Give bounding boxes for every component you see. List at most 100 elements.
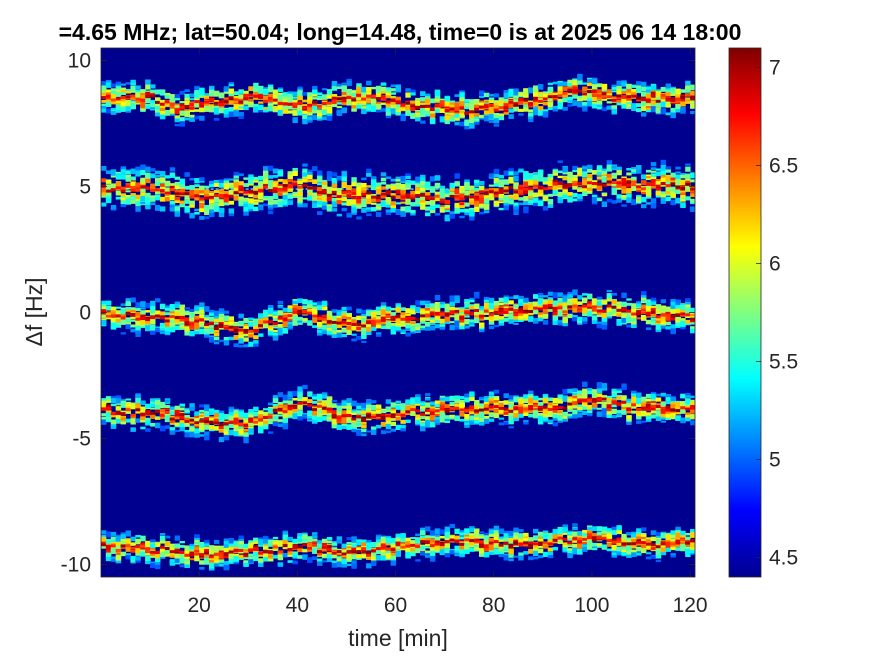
- heat-cell: [650, 308, 657, 312]
- heat-cell: [140, 310, 146, 316]
- heat-cell: [528, 116, 534, 123]
- heat-cell: [380, 302, 387, 306]
- heat-cell: [425, 310, 431, 315]
- trace-ridge: [523, 98, 529, 102]
- heat-cell: [253, 411, 259, 417]
- heat-cell: [670, 301, 676, 307]
- heat-cell: [346, 185, 352, 189]
- heat-cell: [596, 197, 603, 202]
- heat-cell: [321, 328, 328, 335]
- chart-title: =4.65 MHz; lat=50.04; long=14.48, time=0…: [59, 19, 742, 45]
- heat-cell: [297, 109, 303, 114]
- heat-cell: [371, 186, 377, 191]
- heat-cell: [528, 179, 534, 186]
- trace-ridge: [606, 180, 613, 184]
- heat-cell: [267, 165, 274, 171]
- heat-cell: [395, 303, 401, 306]
- heat-cell: [189, 403, 195, 409]
- heat-cell: [228, 111, 235, 117]
- heat-cell: [650, 162, 657, 167]
- heat-cell: [307, 303, 313, 310]
- trace-ridge: [135, 408, 141, 412]
- trace-ridge: [533, 96, 539, 100]
- heat-cell: [125, 307, 131, 312]
- trace-ridge: [164, 319, 171, 323]
- heat-cell: [125, 418, 131, 421]
- heat-cell: [587, 78, 593, 83]
- heat-cell: [660, 191, 667, 195]
- heat-cell: [258, 175, 264, 181]
- heat-cell: [670, 177, 676, 181]
- heat-cell: [444, 310, 451, 313]
- heat-cell: [498, 174, 505, 179]
- spectral-trace: [101, 159, 695, 222]
- heat-cell: [557, 106, 563, 110]
- heat-cell: [321, 190, 328, 195]
- trace-ridge: [557, 94, 563, 98]
- heat-cell: [341, 310, 347, 314]
- heat-cell: [650, 317, 657, 320]
- heat-cell: [120, 400, 127, 406]
- heat-cell: [655, 102, 662, 107]
- trace-ridge: [258, 324, 264, 328]
- trace-ridge: [263, 185, 269, 189]
- heat-cell: [199, 177, 205, 182]
- heat-cell: [140, 177, 146, 184]
- heat-cell: [267, 204, 274, 208]
- heat-cell: [317, 117, 323, 121]
- trace-ridge: [346, 96, 352, 100]
- heat-cell: [272, 332, 279, 339]
- heat-cell: [223, 336, 230, 341]
- heat-cell: [690, 173, 695, 179]
- heat-cell: [263, 166, 269, 172]
- heat-cell: [483, 99, 490, 102]
- heat-cell: [375, 324, 382, 329]
- heat-cell: [267, 210, 274, 215]
- heat-cell: [675, 198, 681, 202]
- trace-ridge: [429, 108, 436, 112]
- trace-ridge: [258, 418, 264, 422]
- trace-ridge: [321, 101, 328, 105]
- heat-cell: [101, 195, 107, 198]
- heat-cell: [660, 192, 667, 198]
- heat-cell: [140, 307, 146, 310]
- heat-cell: [150, 307, 156, 314]
- heat-cell: [518, 197, 524, 201]
- heat-cell: [287, 179, 293, 183]
- heat-cell: [258, 319, 264, 326]
- heat-cell: [346, 306, 352, 311]
- heat-cell: [616, 166, 622, 171]
- heat-cell: [498, 115, 505, 121]
- heat-cell: [331, 172, 338, 177]
- heat-cell: [454, 314, 460, 320]
- heat-cell: [321, 116, 328, 121]
- heat-cell: [621, 188, 627, 194]
- heat-cell: [101, 108, 107, 113]
- heat-cell: [503, 103, 509, 108]
- heat-cell: [434, 314, 441, 319]
- heat-cell: [429, 111, 436, 118]
- heat-cell: [596, 172, 603, 176]
- heat-cell: [336, 86, 343, 89]
- heat-cell: [292, 410, 298, 415]
- trace-ridge: [444, 109, 451, 113]
- heat-cell: [159, 411, 166, 416]
- heat-cell: [115, 183, 122, 190]
- heat-cell: [479, 309, 485, 314]
- heat-cell: [169, 311, 176, 315]
- trace-ridge: [218, 323, 225, 327]
- heat-cell: [542, 295, 549, 298]
- trace-ridge: [204, 420, 210, 424]
- heat-cell: [483, 193, 490, 198]
- heat-cell: [194, 109, 200, 112]
- heat-cell: [528, 193, 534, 199]
- trace-ridge: [577, 182, 583, 186]
- heat-cell: [400, 186, 406, 193]
- heat-cell: [115, 406, 122, 411]
- heat-cell: [464, 299, 470, 302]
- trace-ridge: [263, 320, 269, 324]
- trace-ridge: [302, 184, 308, 188]
- heat-cell: [272, 189, 279, 193]
- heat-cell: [233, 430, 239, 437]
- trace-ridge: [282, 318, 289, 322]
